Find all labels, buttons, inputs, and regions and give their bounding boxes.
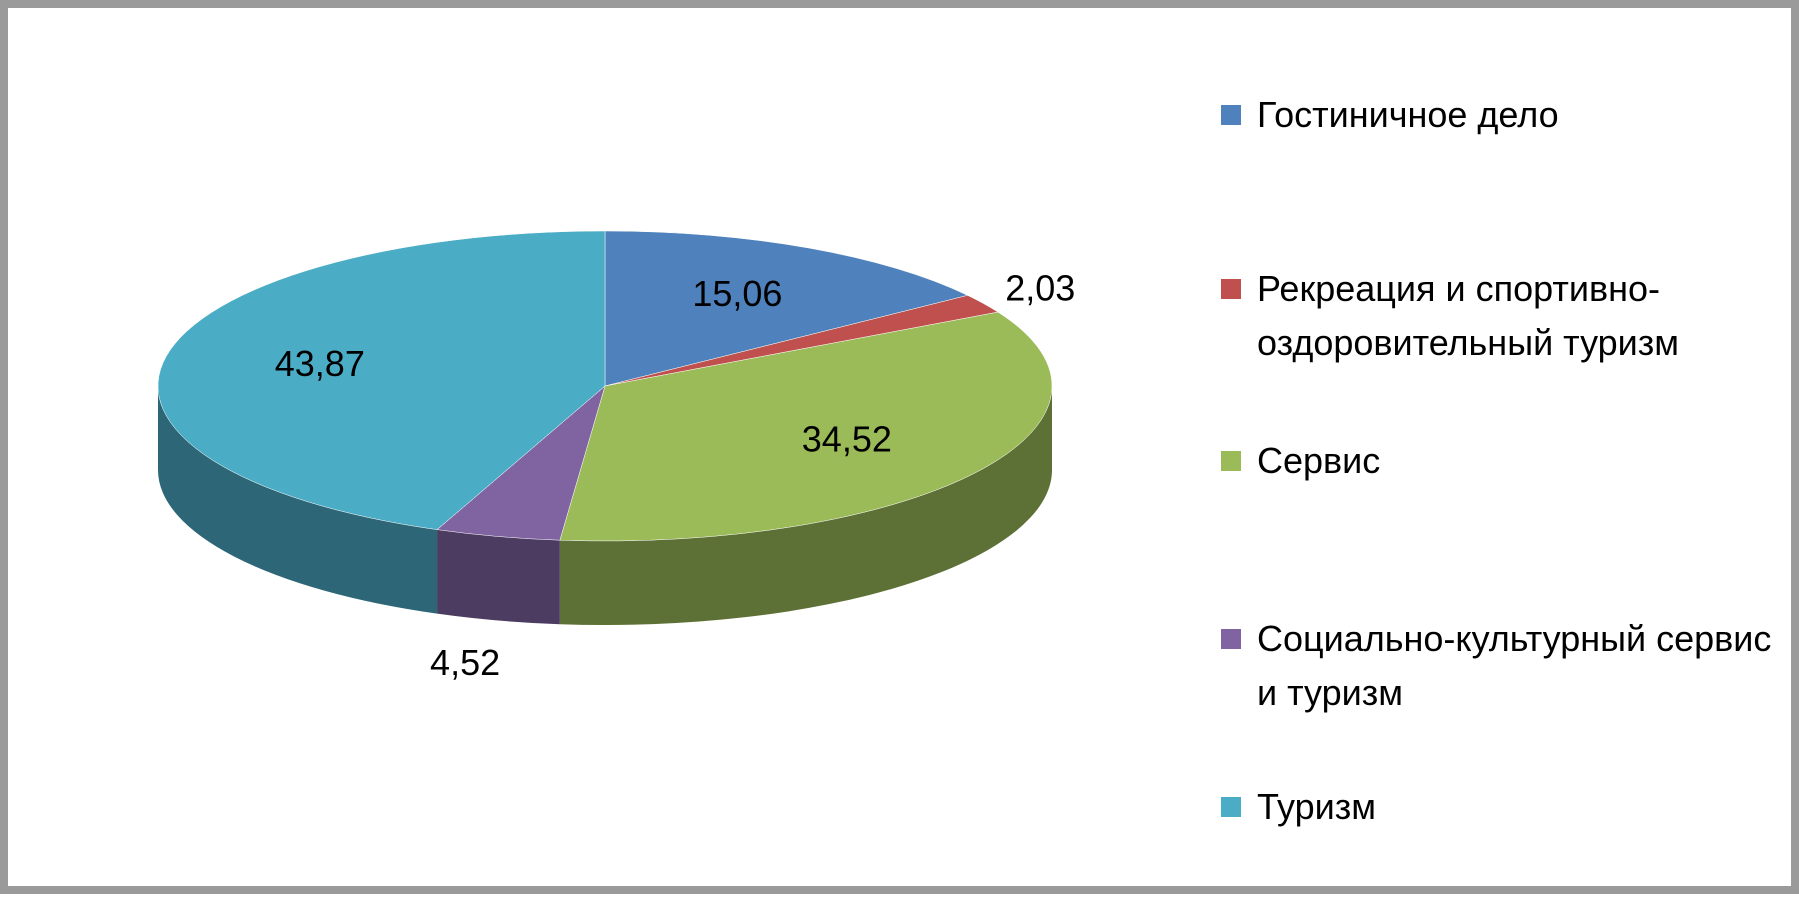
legend-label: Сервис bbox=[1257, 440, 1381, 481]
legend-item: Сервис bbox=[1221, 434, 1781, 488]
data-label: 43,87 bbox=[275, 343, 365, 384]
data-label: 4,52 bbox=[430, 642, 500, 683]
legend-swatch bbox=[1221, 279, 1241, 299]
legend-item: Рекреация и спортивно-оздоровительный ту… bbox=[1221, 262, 1781, 370]
legend-swatch bbox=[1221, 797, 1241, 817]
legend-label: Социально-культурный сервис и туризм bbox=[1257, 618, 1772, 713]
legend-label: Гостиничное дело bbox=[1257, 94, 1559, 135]
slice bbox=[604, 230, 969, 387]
legend-swatch bbox=[1221, 451, 1241, 471]
slice bbox=[559, 311, 1053, 542]
legend-item: Гостиничное дело bbox=[1221, 88, 1781, 142]
data-label: 15,06 bbox=[692, 273, 782, 314]
legend-item: Социально-культурный сервис и туризм bbox=[1221, 612, 1781, 720]
slice-side bbox=[559, 386, 1052, 625]
chart: 15,06 2,03 34,52 4,52 43,87 bbox=[157, 230, 1075, 683]
legend-item: Туризм bbox=[1221, 780, 1781, 834]
slice bbox=[157, 230, 606, 530]
slice-side bbox=[158, 386, 438, 614]
legend-label: Туризм bbox=[1257, 786, 1376, 827]
data-label: 2,03 bbox=[1005, 268, 1075, 309]
legend-label: Рекреация и спортивно-оздоровительный ту… bbox=[1257, 268, 1680, 363]
legend-swatch bbox=[1221, 629, 1241, 649]
data-label: 34,52 bbox=[802, 418, 892, 459]
legend-swatch bbox=[1221, 105, 1241, 125]
slice-side bbox=[437, 529, 560, 625]
